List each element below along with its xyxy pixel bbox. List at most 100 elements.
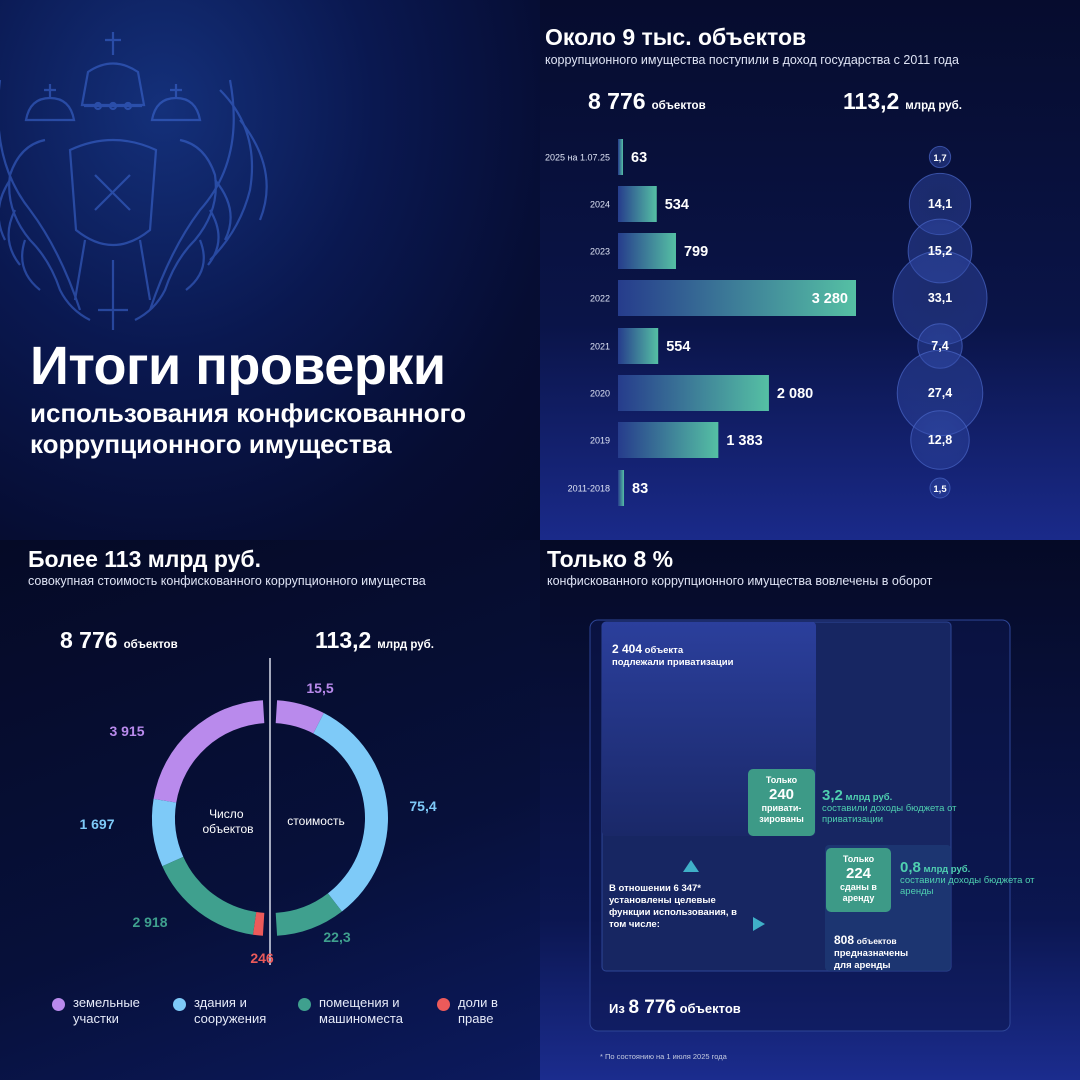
donut-count-segment-1: [152, 798, 184, 867]
donut-value-label-2: 22,3: [323, 929, 350, 945]
legend-item-buildings: здания и сооружения: [173, 995, 289, 1027]
treemap-panel: Только 8 % конфискованного коррупционног…: [540, 540, 1080, 1080]
total-number: 8 776: [628, 997, 676, 1018]
legend-dot-premises: [298, 998, 311, 1011]
donut-count-label-2: 2 918: [132, 914, 167, 930]
bubble-6: [910, 410, 970, 470]
triangle-right-icon: [753, 917, 765, 931]
for-rent-number: 808: [834, 933, 855, 947]
legend-item-shares: доли в праве: [437, 995, 513, 1027]
bubble-label-6: 12,8: [928, 433, 952, 447]
donut-count-label-0: 3 915: [109, 723, 144, 739]
legend-dot-shares: [437, 998, 450, 1011]
section-title-yearly: Около 9 тыс. объектов: [545, 24, 807, 50]
bar-category-3: 2022: [590, 294, 610, 304]
legend-label-premises: помещения и машиноместа: [319, 995, 403, 1026]
rent-income-text: составили доходы бюджета от аренды: [900, 875, 1035, 897]
page-title: Итоги проверки: [30, 336, 446, 396]
section-title-treemap: Только 8 %: [547, 546, 674, 572]
bar-3: [618, 280, 856, 316]
double-headed-eagle-emblem-icon: [0, 32, 268, 330]
bubble-0: [928, 145, 952, 169]
donut-value-segment-0: [275, 700, 324, 734]
rent-income: 0,8 млрд руб. составили доходы бюджета о…: [900, 859, 1035, 897]
rent-income-number: 0,8: [900, 859, 921, 876]
bar-category-7: 2011-2018: [568, 484, 610, 494]
total-objects-label: Из 8 776 объектов: [609, 998, 741, 1019]
legend-item-land: земельные участки: [52, 995, 158, 1027]
center-label-count: Число объектов: [202, 807, 253, 836]
bubble-label-1: 14,1: [928, 197, 952, 211]
bar-value-2: 799: [684, 244, 708, 260]
rented-post: сданы в аренду: [840, 882, 877, 903]
bubble-label-0: 1,7: [933, 153, 946, 164]
bar-category-6: 2019: [590, 436, 610, 446]
total-value-donut: 113,2 млрд руб.: [315, 627, 434, 654]
donut-count-segment-2: [162, 856, 257, 935]
bar-1: [618, 186, 657, 222]
purpose-label: В отношении 6 347* установлены целевые ф…: [609, 883, 737, 930]
privatization-text: подлежали приватизации: [612, 657, 734, 668]
yearly-panel: Около 9 тыс. объектов коррупционного иму…: [540, 0, 1080, 540]
donut-value-label-0: 15,5: [306, 680, 333, 696]
bubble-7: [929, 477, 951, 499]
total-objects-yearly: 8 776 объектов: [588, 88, 706, 115]
total-objects-unit: объектов: [651, 100, 706, 112]
total-objects-donut: 8 776 объектов: [60, 627, 178, 654]
donut-count-segment-0: [153, 700, 265, 803]
privatization-unit: объекта: [644, 645, 684, 656]
priv-income-text: составили доходы бюджета от приватизации: [822, 803, 957, 825]
section-title-donut: Более 113 млрд руб.: [28, 546, 262, 572]
priv-income-number: 3,2: [822, 787, 843, 804]
total-value-unit: млрд руб.: [377, 639, 434, 651]
hero-panel: Итоги проверки использования конфискован…: [0, 0, 540, 540]
triangle-up-icon: [683, 860, 699, 872]
rented-box: Только 224 сданы в аренду: [826, 848, 891, 912]
priv-income-unit: млрд руб.: [845, 792, 893, 803]
legend-item-premises: помещения и машиноместа: [298, 995, 424, 1027]
bar-7: [618, 470, 625, 506]
privatization-number: 2 404: [612, 642, 643, 656]
donut-value-label-1: 75,4: [409, 798, 436, 814]
bubble-label-5: 27,4: [928, 386, 952, 400]
section-subtitle-donut: совокупная стоимость конфискованного кор…: [28, 574, 426, 588]
donut-count-label-3: 246: [250, 950, 274, 966]
privatization-label: 2 404 объекта подлежали приватизации: [612, 643, 733, 669]
total-unit: объектов: [679, 1001, 741, 1016]
donut-count-segment-3: [252, 912, 265, 936]
footnote: * По состоянию на 1 июля 2025 года: [600, 1052, 727, 1061]
bar-value-3: 3 280: [812, 291, 848, 307]
privatization-income: 3,2 млрд руб. составили доходы бюджета о…: [822, 787, 957, 825]
bar-value-1: 534: [665, 197, 689, 213]
legend-dot-land: [52, 998, 65, 1011]
bubble-label-2: 15,2: [928, 244, 952, 258]
bar-5: [618, 375, 769, 411]
donut-value-segment-1: [313, 712, 388, 912]
legend-dot-buildings: [173, 998, 186, 1011]
bar-value-7: 83: [632, 481, 648, 497]
donut-panel: Более 113 млрд руб. совокупная стоимость…: [0, 540, 540, 1080]
legend-label-shares: доли в праве: [458, 995, 498, 1026]
bar-category-4: 2021: [590, 342, 610, 352]
section-subtitle-yearly: коррупционного имущества поступили в дох…: [545, 53, 959, 67]
for-rent-label: 808 объектов предназначены для аренды: [834, 934, 924, 972]
total-value-unit: млрд руб.: [905, 100, 962, 112]
rented-number: 224: [845, 865, 872, 882]
bar-value-4: 554: [666, 339, 690, 355]
bar-value-0: 63: [631, 150, 647, 166]
rented-pre: Только: [842, 854, 875, 864]
privatized-box: Только 240 привати-зированы: [748, 769, 815, 836]
section-subtitle-treemap: конфискованного коррупционного имущества…: [547, 574, 933, 588]
half-donut-chart: Число объектов стоимость 3 915 1 697 2 918…: [79, 658, 437, 966]
bar-category-0: 2025 на 1.07.25: [545, 153, 610, 163]
privatized-pre: Только: [765, 775, 798, 785]
privatized-post: привати-зированы: [759, 803, 804, 824]
for-rent-text: предназначены для аренды: [834, 948, 909, 971]
privatized-number: 240: [768, 786, 795, 803]
bar-value-6: 1 383: [726, 433, 762, 449]
total-objects-unit: объектов: [123, 639, 178, 651]
bar-category-2: 2023: [590, 247, 610, 257]
total-value-number: 113,2: [843, 88, 900, 114]
rent-income-unit: млрд руб.: [923, 864, 971, 875]
page-subtitle: использования конфискованного коррупцион…: [30, 398, 466, 459]
